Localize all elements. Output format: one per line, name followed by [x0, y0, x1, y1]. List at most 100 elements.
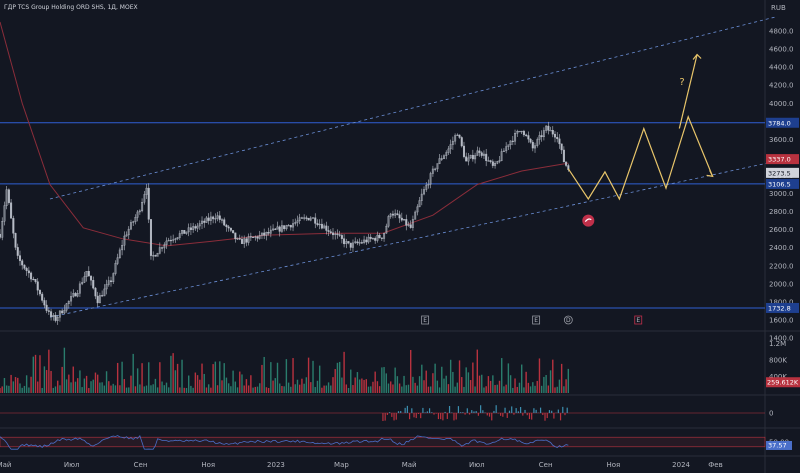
price-tick-label: 2600.0 — [769, 226, 794, 234]
volume-bar — [199, 379, 201, 393]
volume-bar — [1, 386, 3, 393]
volume-bar — [338, 361, 341, 393]
candle-body — [234, 232, 237, 240]
volume-bar — [545, 375, 547, 393]
candle-body — [338, 234, 341, 236]
dividend-event-icon[interactable] — [563, 315, 573, 325]
volume-bar — [445, 375, 447, 393]
volume-bar — [489, 380, 492, 393]
candle-body — [416, 206, 419, 213]
time-axis[interactable]: Май Июл Сен Ноя 2023 Мар Май Июл Сен Ноя 2024 Фев — [0, 461, 723, 469]
candle-body — [447, 148, 450, 153]
price-axis[interactable]: 4800.04600.04400.04200.04000.03800.03600… — [766, 28, 800, 450]
candle-body — [511, 140, 514, 142]
volume-bar — [558, 379, 561, 393]
volume-bar — [478, 375, 481, 393]
idea-marker-icon[interactable] — [582, 214, 595, 227]
volume-bar — [552, 359, 554, 393]
forecast-arrow-up[interactable] — [678, 54, 698, 129]
candle-body — [469, 154, 472, 159]
candle-body — [369, 236, 372, 239]
candle-body — [12, 218, 15, 234]
volume-pane[interactable] — [0, 347, 570, 393]
volume-bar — [410, 349, 412, 393]
candle-body — [252, 236, 255, 238]
candle-body — [269, 229, 272, 234]
earnings-event-icon[interactable] — [532, 315, 541, 325]
candle-body — [294, 222, 297, 224]
price-badge — [766, 154, 799, 165]
volume-bar — [17, 377, 19, 393]
volume-bar — [14, 377, 17, 393]
candle-body — [185, 231, 188, 234]
candle-body — [522, 130, 525, 136]
volume-bar — [165, 382, 168, 393]
oscillator-bar — [559, 413, 562, 421]
rsi-pane[interactable] — [0, 434, 766, 450]
oscillator-bar — [475, 411, 477, 413]
volume-bar — [358, 379, 361, 393]
oscillator-bar — [528, 413, 531, 420]
volume-bar — [90, 381, 92, 393]
volume-bar — [247, 385, 250, 393]
currency-label[interactable]: RUB — [771, 4, 786, 12]
candle-body — [320, 223, 323, 229]
oscillator-bar — [437, 413, 440, 420]
volume-bar — [181, 359, 183, 393]
volume-bar — [261, 364, 263, 393]
candle-body — [454, 135, 457, 142]
volume-bar — [37, 381, 39, 393]
price-tick-label: 1600.0 — [769, 316, 794, 324]
rsi-line[interactable] — [0, 434, 569, 450]
volume-bar — [159, 362, 161, 393]
candle-body — [201, 220, 204, 224]
volume-bar — [274, 378, 276, 393]
candle-body — [456, 134, 459, 136]
idea-marker-glyph — [584, 218, 592, 223]
earnings-event-icon[interactable] — [421, 315, 430, 325]
volume-bar — [48, 349, 50, 393]
candle-body — [194, 226, 197, 229]
price-badge-label: 3273.5 — [768, 169, 791, 177]
oscillator-pane[interactable] — [0, 405, 765, 421]
candle-body — [496, 161, 499, 164]
volume-bar — [392, 384, 394, 393]
candle-body — [363, 239, 366, 243]
volume-bar — [163, 385, 165, 393]
volume-bar — [136, 368, 139, 393]
candle-body — [391, 213, 394, 216]
candle-body — [92, 280, 95, 289]
volume-bar — [436, 380, 439, 393]
channel-line-lower[interactable] — [49, 160, 778, 318]
volume-bar — [108, 381, 110, 393]
oscillator-bar — [411, 408, 413, 413]
volume-bar — [279, 383, 281, 393]
volume-bar — [341, 377, 343, 393]
time-tick-label: Сен — [539, 461, 553, 469]
earnings-event-icon[interactable] — [634, 315, 643, 325]
candle-body — [240, 238, 243, 244]
volume-bar — [536, 380, 538, 393]
candle-body — [98, 295, 101, 304]
candles[interactable] — [0, 121, 570, 325]
forecast-path[interactable] — [567, 115, 714, 201]
candle-body — [1, 221, 4, 238]
oscillator-bar — [422, 407, 424, 413]
candle-body — [538, 135, 541, 140]
time-tick-label: Май — [0, 461, 11, 469]
candle-body — [56, 317, 59, 321]
candle-body — [223, 219, 226, 226]
candle-body — [158, 247, 161, 254]
candle-body — [385, 225, 388, 234]
candle-body — [298, 217, 301, 222]
candle-body — [531, 141, 534, 149]
candle-body — [0, 233, 2, 238]
oscillator-bar — [420, 413, 422, 419]
oscillator-bar — [480, 405, 482, 413]
channel-line-upper[interactable] — [49, 16, 778, 200]
moving-average-line[interactable] — [0, 21, 569, 247]
price-pane[interactable]: ? E E D E — [0, 16, 778, 325]
candle-body — [123, 235, 126, 246]
volume-bar — [170, 355, 172, 393]
